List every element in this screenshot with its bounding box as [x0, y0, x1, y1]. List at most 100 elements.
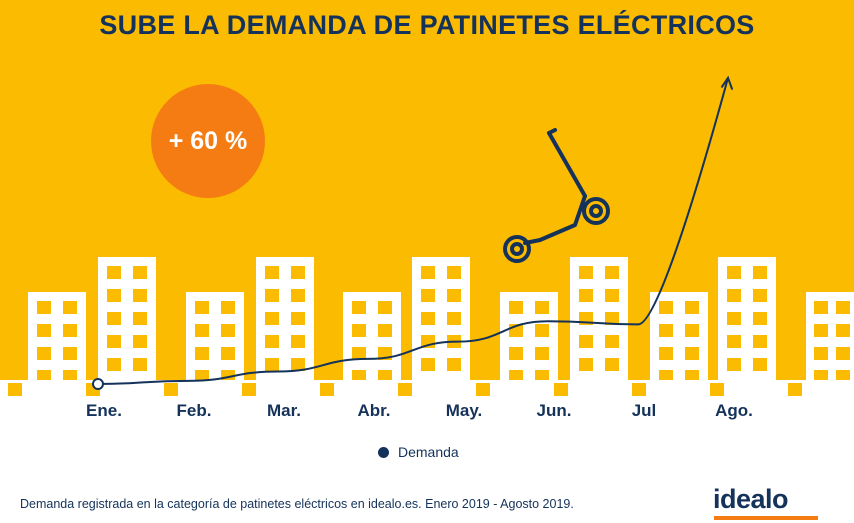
ground-block	[710, 383, 724, 396]
building-window	[378, 301, 392, 314]
building-window	[352, 324, 366, 337]
building-window	[421, 266, 435, 279]
ground-block	[8, 383, 22, 396]
x-axis-labels: Ene. Feb. Mar. Abr. May. Jun. Jul Ago.	[0, 401, 854, 423]
building-window	[107, 312, 121, 325]
building-window	[291, 289, 305, 302]
building-window	[352, 301, 366, 314]
x-tick-label: Jun.	[536, 401, 572, 420]
building-window	[836, 301, 850, 314]
x-tick-label: Feb.	[176, 401, 212, 420]
building-window	[814, 301, 828, 314]
building	[718, 257, 776, 398]
building-window	[265, 266, 279, 279]
building-window	[133, 289, 147, 302]
building-window	[63, 301, 77, 314]
series-start-point	[92, 378, 104, 390]
x-tick-label: Jul	[631, 401, 657, 420]
building-window	[727, 266, 741, 279]
footnote: Demanda registrada en la categoría de pa…	[20, 497, 574, 511]
building-window	[836, 370, 850, 383]
building-window	[447, 266, 461, 279]
building-window	[133, 335, 147, 348]
building-window	[107, 358, 121, 371]
x-tick-label: Abr.	[357, 401, 391, 420]
building-window	[421, 289, 435, 302]
building-window	[265, 335, 279, 348]
electric-scooter-icon	[503, 128, 610, 263]
building-window	[753, 312, 767, 325]
building-window	[37, 324, 51, 337]
building-window	[265, 312, 279, 325]
building-window	[579, 266, 593, 279]
building-window	[605, 312, 619, 325]
building-window	[579, 358, 593, 371]
building-window	[579, 335, 593, 348]
building-window	[221, 347, 235, 360]
building-window	[265, 358, 279, 371]
building-window	[265, 289, 279, 302]
building-window	[685, 370, 699, 383]
building	[570, 257, 628, 398]
legend-marker	[378, 446, 389, 458]
building-window	[509, 347, 523, 360]
logo-underline	[714, 516, 818, 520]
legend: Demanda	[378, 444, 459, 460]
building-window	[605, 289, 619, 302]
building-window	[727, 335, 741, 348]
building	[412, 257, 470, 398]
building-window	[836, 347, 850, 360]
ground-block	[788, 383, 802, 396]
building-window	[685, 301, 699, 314]
x-tick-label: Ago.	[715, 401, 753, 420]
building-window	[107, 335, 121, 348]
ground-block	[320, 383, 334, 396]
building-window	[63, 370, 77, 383]
building-window	[63, 324, 77, 337]
building-window	[814, 347, 828, 360]
building-window	[605, 335, 619, 348]
building-window	[535, 370, 549, 383]
ground-block	[632, 383, 646, 396]
building-window	[291, 312, 305, 325]
building-window	[421, 358, 435, 371]
building-window	[727, 358, 741, 371]
building-window	[753, 289, 767, 302]
ground-block	[242, 383, 256, 396]
chart-title: SUBE LA DEMANDA DE PATINETES ELÉCTRICOS	[99, 10, 755, 40]
building-window	[814, 324, 828, 337]
building-window	[685, 347, 699, 360]
building-window	[37, 301, 51, 314]
ground-block	[164, 383, 178, 396]
legend-label: Demanda	[398, 444, 459, 460]
building-window	[727, 312, 741, 325]
building-window	[291, 335, 305, 348]
building-window	[107, 289, 121, 302]
building-window	[447, 289, 461, 302]
building-window	[753, 335, 767, 348]
building-window	[447, 358, 461, 371]
building-window	[133, 358, 147, 371]
building-window	[605, 358, 619, 371]
building-window	[509, 301, 523, 314]
building-window	[37, 370, 51, 383]
building-window	[221, 324, 235, 337]
series-arrow-head	[721, 75, 733, 90]
building-window	[291, 266, 305, 279]
building-window	[535, 324, 549, 337]
building-window	[421, 312, 435, 325]
building	[98, 257, 156, 398]
ground-block	[476, 383, 490, 396]
building	[256, 257, 314, 398]
building-window	[221, 301, 235, 314]
growth-badge: + 60 %	[151, 84, 265, 198]
building-window	[753, 358, 767, 371]
idealo-logo: idealo	[713, 484, 789, 514]
building-window	[133, 312, 147, 325]
city-skyline	[0, 257, 854, 398]
building-window	[195, 301, 209, 314]
ground-block	[554, 383, 568, 396]
building-window	[836, 324, 850, 337]
series-line-demanda	[97, 77, 729, 385]
